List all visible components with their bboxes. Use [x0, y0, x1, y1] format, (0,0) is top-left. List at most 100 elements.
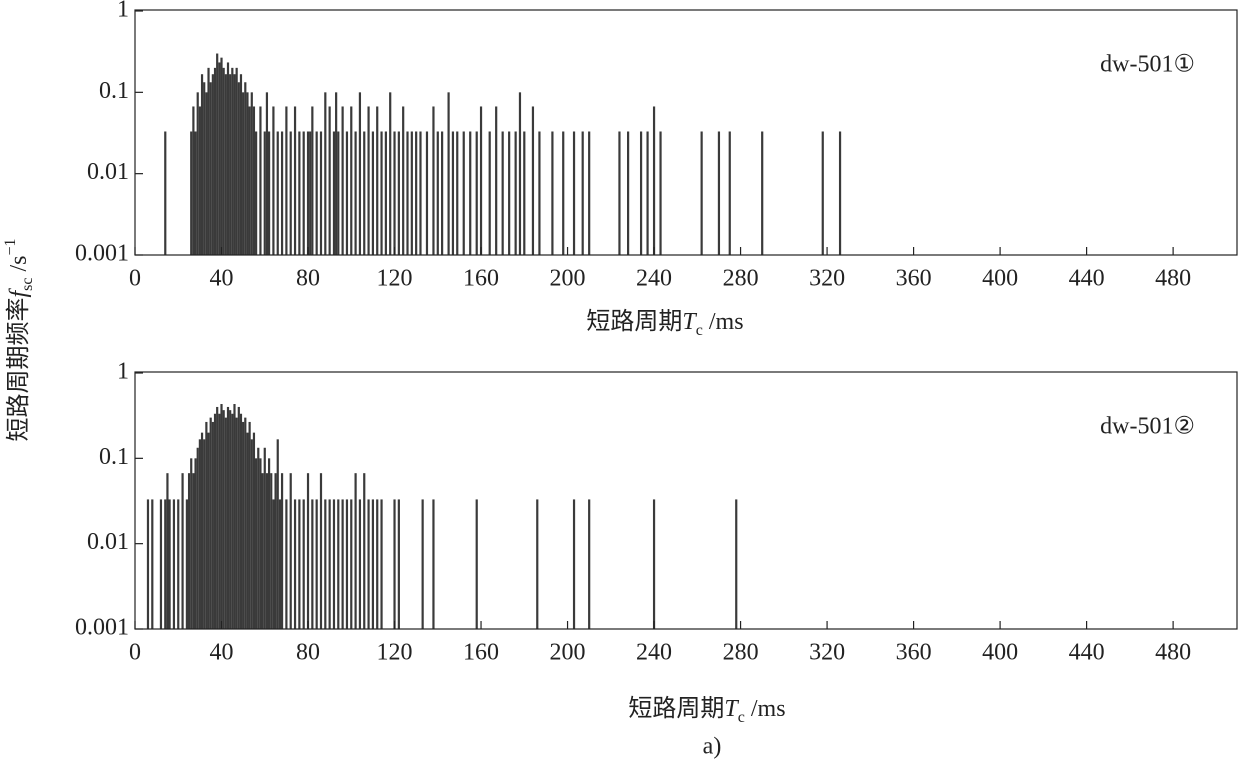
x-tick-label: 480	[1155, 640, 1191, 666]
x-tick-label: 80	[296, 266, 320, 292]
bar	[821, 131, 824, 255]
bar	[172, 499, 176, 629]
bar	[406, 131, 409, 255]
bar	[311, 499, 314, 629]
y-tick-label: 1	[117, 0, 129, 23]
bar	[735, 499, 738, 629]
y-tick-label: 0.1	[99, 444, 129, 470]
x-axis-label-part: c	[696, 322, 703, 339]
bar	[838, 131, 842, 255]
bar	[267, 458, 271, 629]
x-axis-label-part: 短路周期	[586, 308, 682, 335]
bar	[205, 92, 208, 255]
bar	[618, 131, 621, 255]
plot-frame	[134, 371, 1238, 630]
bar	[263, 131, 266, 255]
bar	[248, 421, 251, 629]
bar	[224, 417, 227, 629]
bar	[198, 106, 201, 255]
bar	[495, 106, 498, 255]
x-tick-label: 40	[210, 266, 234, 292]
x-tick-label: 280	[723, 266, 759, 292]
bar	[508, 131, 511, 255]
bar	[280, 473, 284, 629]
bar	[220, 404, 223, 629]
bar	[194, 458, 197, 629]
bar	[328, 499, 331, 629]
bar	[267, 131, 271, 255]
bar	[252, 432, 256, 629]
bar	[393, 131, 396, 255]
bar	[231, 67, 234, 255]
bar	[242, 92, 245, 255]
plot-frame	[134, 9, 1238, 256]
bar	[209, 417, 212, 629]
bar	[659, 131, 662, 255]
bar	[177, 499, 180, 629]
bar	[235, 67, 238, 255]
bar	[211, 74, 214, 256]
x-tick-label: 280	[723, 640, 759, 666]
bar	[432, 106, 435, 255]
x-tick-label: 200	[550, 640, 586, 666]
bar	[380, 499, 383, 629]
bar	[239, 413, 243, 629]
bar	[389, 92, 392, 255]
bar	[166, 473, 169, 629]
bar	[244, 82, 247, 255]
bar	[213, 67, 217, 255]
x-tick-label: 320	[809, 640, 845, 666]
y-tick-label: 0.01	[87, 529, 129, 555]
y-tick-label: 0.001	[75, 241, 129, 267]
bar	[363, 131, 366, 255]
bar	[639, 131, 643, 255]
y-tick-label: 0.001	[75, 615, 129, 641]
bar	[203, 82, 206, 255]
annotation: dw-501②	[1100, 414, 1195, 440]
bar	[222, 410, 225, 629]
bar	[469, 131, 472, 255]
x-tick-label: 400	[982, 266, 1018, 292]
bar	[293, 106, 297, 255]
bar	[222, 67, 225, 255]
bar	[226, 62, 230, 256]
bar	[200, 74, 204, 256]
bar	[261, 473, 264, 629]
x-axis-label-part: c	[738, 709, 745, 726]
x-tick-label: 160	[463, 266, 499, 292]
bar	[274, 473, 277, 629]
bar	[289, 473, 292, 629]
bar	[319, 473, 323, 629]
bar	[367, 106, 370, 255]
bar	[425, 131, 429, 255]
bar	[363, 473, 366, 629]
x-axis-label: 短路周期Tc /ms	[628, 695, 785, 727]
bar	[501, 131, 504, 255]
bar	[393, 499, 396, 629]
x-tick-label: 80	[296, 640, 320, 666]
x-axis-label-part: T	[682, 309, 697, 335]
bar	[185, 499, 189, 629]
bar	[302, 499, 305, 629]
y-axis-label: 短路周期频率fsc /s−1	[2, 238, 36, 441]
bar	[255, 458, 258, 629]
bar	[276, 439, 279, 629]
bar	[272, 499, 275, 629]
bar	[257, 447, 260, 629]
bar	[419, 131, 422, 255]
bar	[181, 473, 184, 629]
bar	[168, 499, 171, 629]
bar	[700, 131, 703, 255]
bar	[246, 92, 249, 255]
x-tick-label: 240	[636, 640, 672, 666]
bar	[263, 447, 266, 629]
bar	[218, 413, 221, 629]
bar	[358, 92, 362, 255]
caption: a)	[703, 734, 722, 760]
bar	[384, 131, 387, 255]
x-tick-label: 200	[550, 266, 586, 292]
bar	[235, 417, 238, 629]
bar	[397, 131, 400, 255]
bar	[259, 106, 262, 255]
